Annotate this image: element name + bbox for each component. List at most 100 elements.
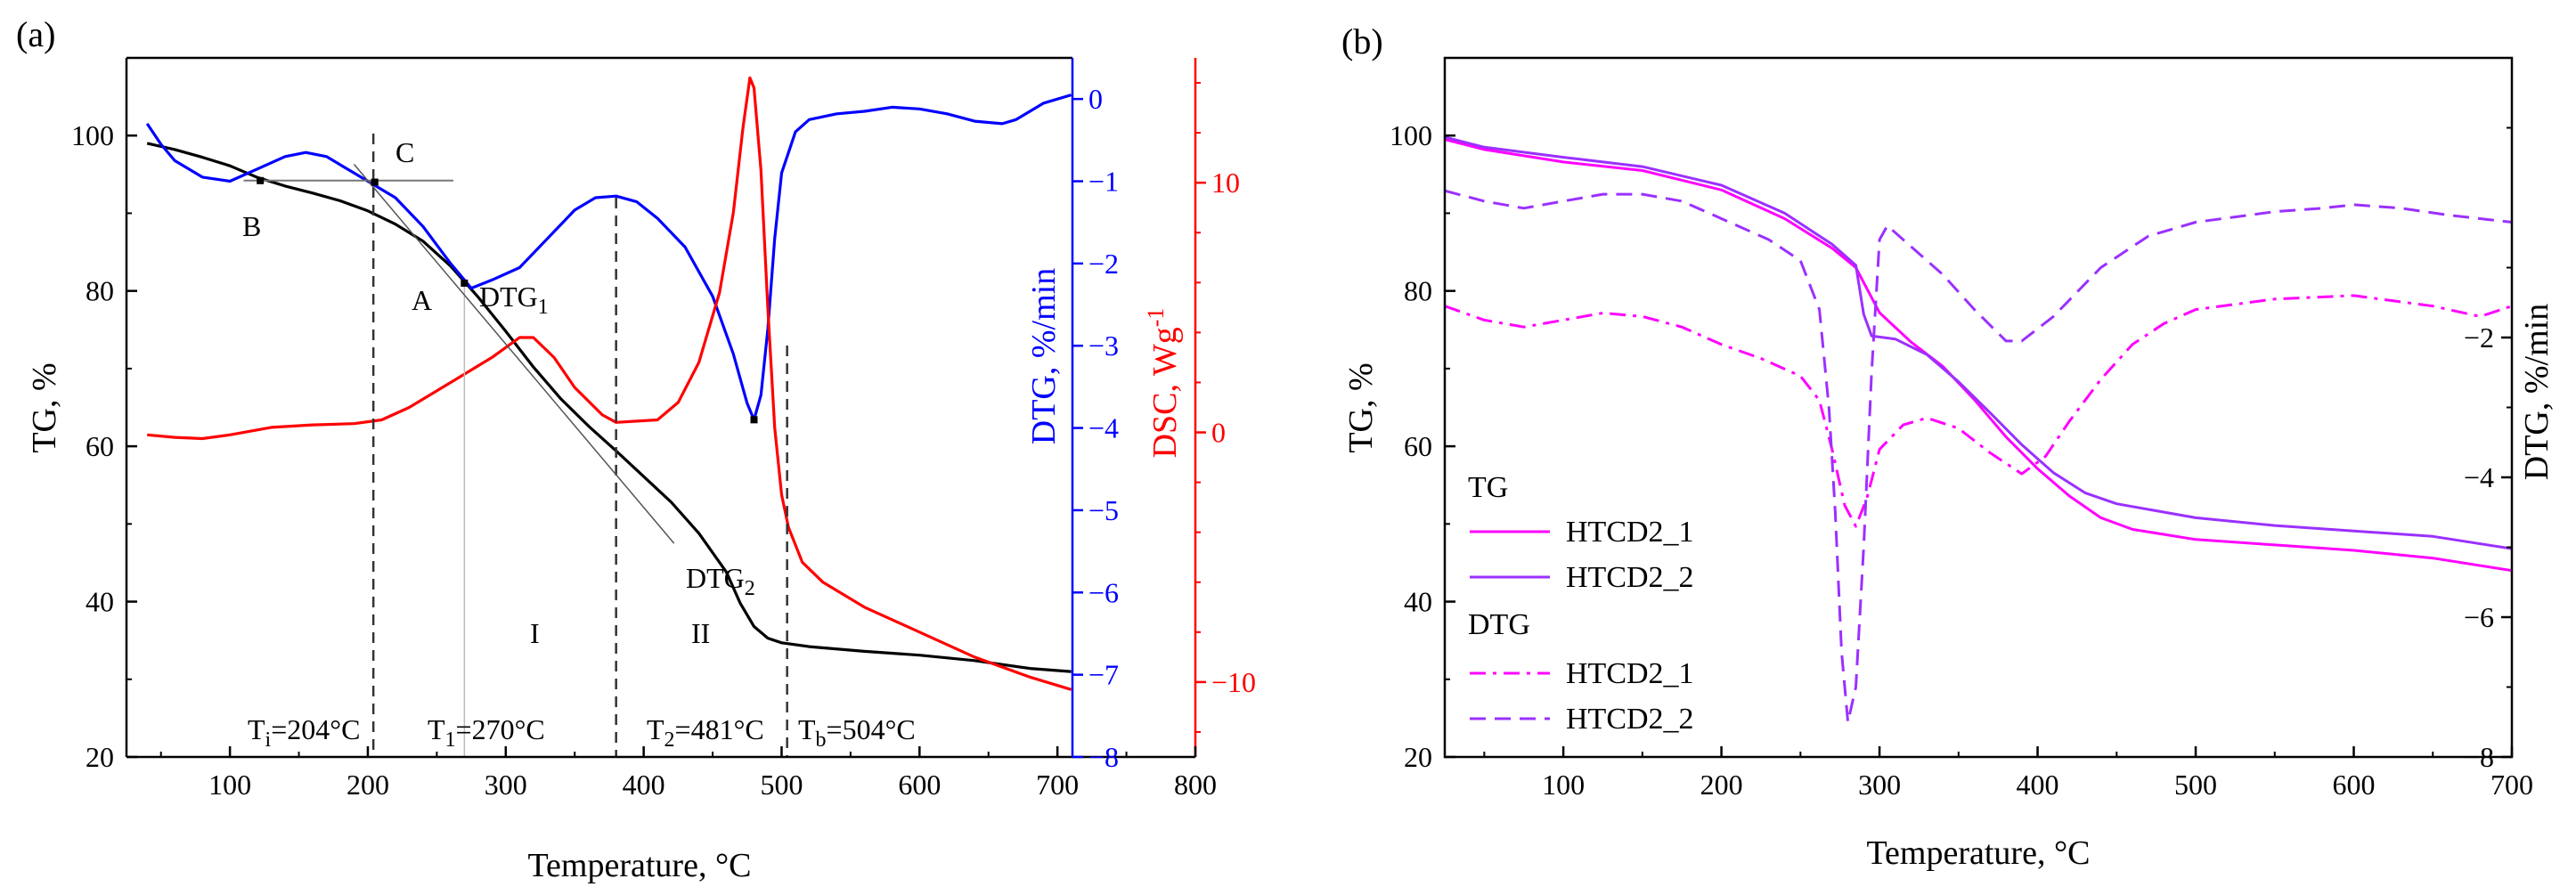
a-x-tick-label-100: 100 [208, 769, 251, 801]
a-series-tg-line [146, 142, 1072, 673]
a-dtg-tick-label--8: −8 [1088, 741, 1119, 773]
label-ti-value: =204°C [271, 713, 360, 745]
b-dtg-label: DTG, %/min [2518, 304, 2556, 480]
a-tg-tick-label-20: 20 [86, 741, 114, 773]
label-t1-base: T [428, 713, 445, 745]
label-dtg1-sub: 1 [538, 296, 549, 319]
label-t2-base: T [647, 713, 664, 745]
a-x-tick-label-200: 200 [346, 769, 389, 801]
label-tb-base: T [798, 713, 816, 745]
label-ti-base: T [248, 713, 265, 745]
a-x-tick-label-400: 400 [623, 769, 665, 801]
label-tb-value: =504°C [827, 713, 916, 745]
b-legend: TG HTCD2_1 HTCD2_2 DTG HTCD2_1 HTCD2_2 [1468, 471, 1694, 736]
a-tg-tick-label-40: 40 [86, 586, 114, 618]
label-ti-sub: i [265, 728, 272, 752]
a-series-dtg-line [145, 94, 1072, 421]
a-dsc-label-sup: -1 [1143, 308, 1169, 328]
b-tg-tick-label-100: 100 [1390, 119, 1432, 151]
b-tg-label: TG, % [1342, 362, 1380, 452]
a-tg-tick-label-100: 100 [71, 119, 114, 151]
a-dsc-tick-label-10: 10 [1211, 167, 1240, 199]
panel-b-label: (b) [1341, 21, 1383, 61]
a-tg-tick-label-80: 80 [86, 275, 114, 307]
b-tg-tick-label-20: 20 [1404, 741, 1432, 773]
label-dtg2-sub: 2 [745, 577, 755, 600]
a-tg-label: TG, % [26, 362, 63, 452]
label-ti: Ti=204°C [248, 713, 360, 752]
a-x-tick-label-500: 500 [760, 769, 803, 801]
panel-a: 100 200 300 400 500 600 700 80020406080100−8−7−… [26, 56, 1256, 884]
b-x-tick-label-200: 200 [1700, 769, 1743, 801]
a-dsc-label-main: DSC, Wg [1146, 327, 1184, 458]
b-series-tg-htcd2-1-line [1445, 138, 2512, 573]
label-t2: T2=481°C [647, 713, 764, 752]
b-xlabel: Temperature, °C [1867, 834, 2091, 872]
b-tg-tick-label-80: 80 [1404, 275, 1432, 307]
b-dtg-tick-label--6: −6 [2464, 601, 2494, 633]
a-tg-marker-2 [461, 279, 469, 287]
label-t2-value: =481°C [675, 713, 764, 745]
a-dsc-label: DSC, Wg-1 [1143, 308, 1185, 459]
b-x-tick-label-400: 400 [2017, 769, 2059, 801]
a-x-tick-label-300: 300 [485, 769, 527, 801]
a-dtg-tick-label--1: −1 [1088, 166, 1119, 198]
b-dtg-tick-label--4: −4 [2464, 461, 2494, 493]
a-dtg-tick-label--4: −4 [1088, 412, 1119, 444]
b-x-tick-label-700: 700 [2490, 769, 2533, 801]
a-x-tick-label-800: 800 [1174, 769, 1217, 801]
label-dtg2: DTG2 [686, 562, 755, 600]
label-dtg2-base: DTG [686, 562, 745, 594]
b-series-dtg-htcd2-2-line [1445, 189, 2512, 724]
label-t2-sub: 2 [664, 728, 675, 752]
b-series-dtg-htcd2-1-line [1445, 294, 2512, 528]
a-dtg2-marker [750, 416, 758, 424]
a-dtg-tick-label--5: −5 [1088, 494, 1119, 526]
panel-b: 100 200 300 400 500 600 700 20 40 60 80 100 −8 −6 −4 −2… [1342, 56, 2556, 872]
a-dsc-tick-label--10: −10 [1211, 666, 1256, 698]
label-dtg1-base: DTG [479, 281, 538, 313]
legend-dtg-heading: DTG [1468, 608, 1530, 641]
label-t1: T1=270°C [428, 713, 545, 752]
a-tangent-slope [353, 164, 675, 544]
b-series-tg-htcd2-2-line [1445, 135, 2512, 550]
label-tb-sub: b [816, 728, 827, 752]
a-xlabel: Temperature, °C [528, 847, 752, 884]
label-t1-value: =270°C [456, 713, 545, 745]
annot-a: A [412, 284, 432, 316]
annot-ii: II [691, 617, 710, 649]
a-dsc-tick-label-0: 0 [1211, 417, 1226, 449]
b-x-tick-label-100: 100 [1542, 769, 1585, 801]
b-x-tick-label-300: 300 [1858, 769, 1901, 801]
a-series-dsc-line [147, 76, 1072, 691]
b-x-tick-label-500: 500 [2174, 769, 2217, 801]
annot-b: B [242, 210, 261, 242]
legend-label-dtg-htcd2-1: HTCD2_1 [1566, 657, 1694, 690]
a-dtg-tick-label-0: 0 [1088, 83, 1103, 115]
annot-i: I [530, 617, 540, 649]
a-x-tick-label-700: 700 [1036, 769, 1079, 801]
label-tb: Tb=504°C [798, 713, 916, 752]
a-tg-marker-1 [371, 178, 379, 186]
b-tg-tick-label-40: 40 [1404, 586, 1432, 618]
a-x-tick-label-600: 600 [898, 769, 941, 801]
label-t1-sub: 1 [445, 728, 456, 752]
b-tg-tick-label-60: 60 [1404, 430, 1432, 462]
a-dtg-tick-label--2: −2 [1088, 248, 1119, 280]
b-dtg-tick-label--2: −2 [2464, 321, 2494, 354]
a-dtg-label: DTG, %/min [1025, 268, 1063, 444]
a-dtg-tick-label--6: −6 [1088, 576, 1119, 608]
a-tg-marker-0 [257, 176, 265, 184]
legend-tg-heading: TG [1468, 471, 1508, 504]
legend-label-tg-htcd2-1: HTCD2_1 [1566, 516, 1694, 549]
panel-a-label: (a) [16, 14, 55, 54]
b-dtg-tick-label--8: −8 [2464, 741, 2494, 773]
a-dtg-tick-label--3: −3 [1088, 330, 1119, 362]
annot-c: C [395, 136, 414, 168]
legend-label-tg-htcd2-2: HTCD2_2 [1566, 561, 1694, 594]
label-dtg1: DTG1 [479, 281, 549, 319]
a-dtg-tick-label--7: −7 [1088, 659, 1119, 691]
b-x-tick-label-600: 600 [2333, 769, 2376, 801]
legend-label-dtg-htcd2-2: HTCD2_2 [1566, 703, 1694, 736]
